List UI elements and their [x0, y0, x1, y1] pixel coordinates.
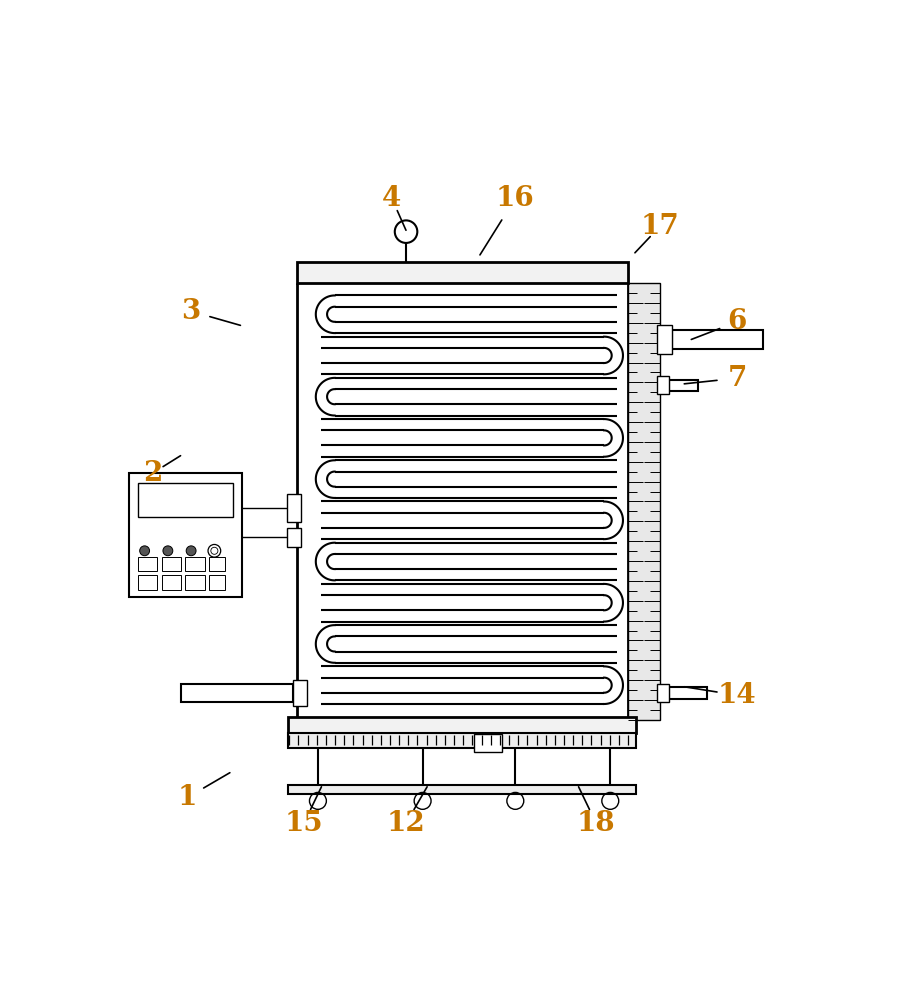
Text: 7: 7	[727, 365, 747, 392]
Text: 15: 15	[285, 810, 323, 837]
Bar	[162, 557, 181, 571]
Text: 12: 12	[386, 810, 425, 837]
Bar	[672, 330, 764, 349]
Text: 1: 1	[178, 784, 197, 811]
Bar	[185, 575, 205, 590]
Bar	[137, 575, 157, 590]
Circle shape	[186, 546, 196, 556]
Bar	[288, 733, 636, 748]
Bar	[209, 575, 225, 590]
Bar	[657, 684, 669, 702]
Text: 14: 14	[718, 682, 756, 709]
Bar	[137, 483, 234, 517]
Bar	[185, 557, 205, 571]
Bar	[657, 325, 672, 354]
Text: 17: 17	[640, 213, 679, 240]
Text: 4: 4	[383, 185, 402, 212]
Text: 16: 16	[495, 185, 534, 212]
Bar	[294, 680, 307, 706]
Circle shape	[140, 546, 150, 556]
Bar	[628, 283, 660, 720]
Text: 6: 6	[727, 308, 747, 335]
Bar	[129, 473, 242, 597]
Bar	[287, 528, 301, 547]
Bar	[287, 494, 301, 522]
Bar	[657, 376, 669, 394]
Text: 18: 18	[577, 810, 615, 837]
Bar	[474, 734, 502, 752]
Bar	[288, 785, 636, 794]
Text: 2: 2	[143, 460, 162, 487]
Bar	[137, 557, 157, 571]
Bar	[669, 687, 707, 699]
Bar	[669, 380, 698, 391]
Bar	[209, 557, 225, 571]
Bar	[162, 575, 181, 590]
Bar	[288, 717, 636, 733]
Bar	[181, 684, 294, 702]
Bar	[296, 262, 628, 283]
Text: 3: 3	[182, 298, 201, 325]
Circle shape	[163, 546, 173, 556]
